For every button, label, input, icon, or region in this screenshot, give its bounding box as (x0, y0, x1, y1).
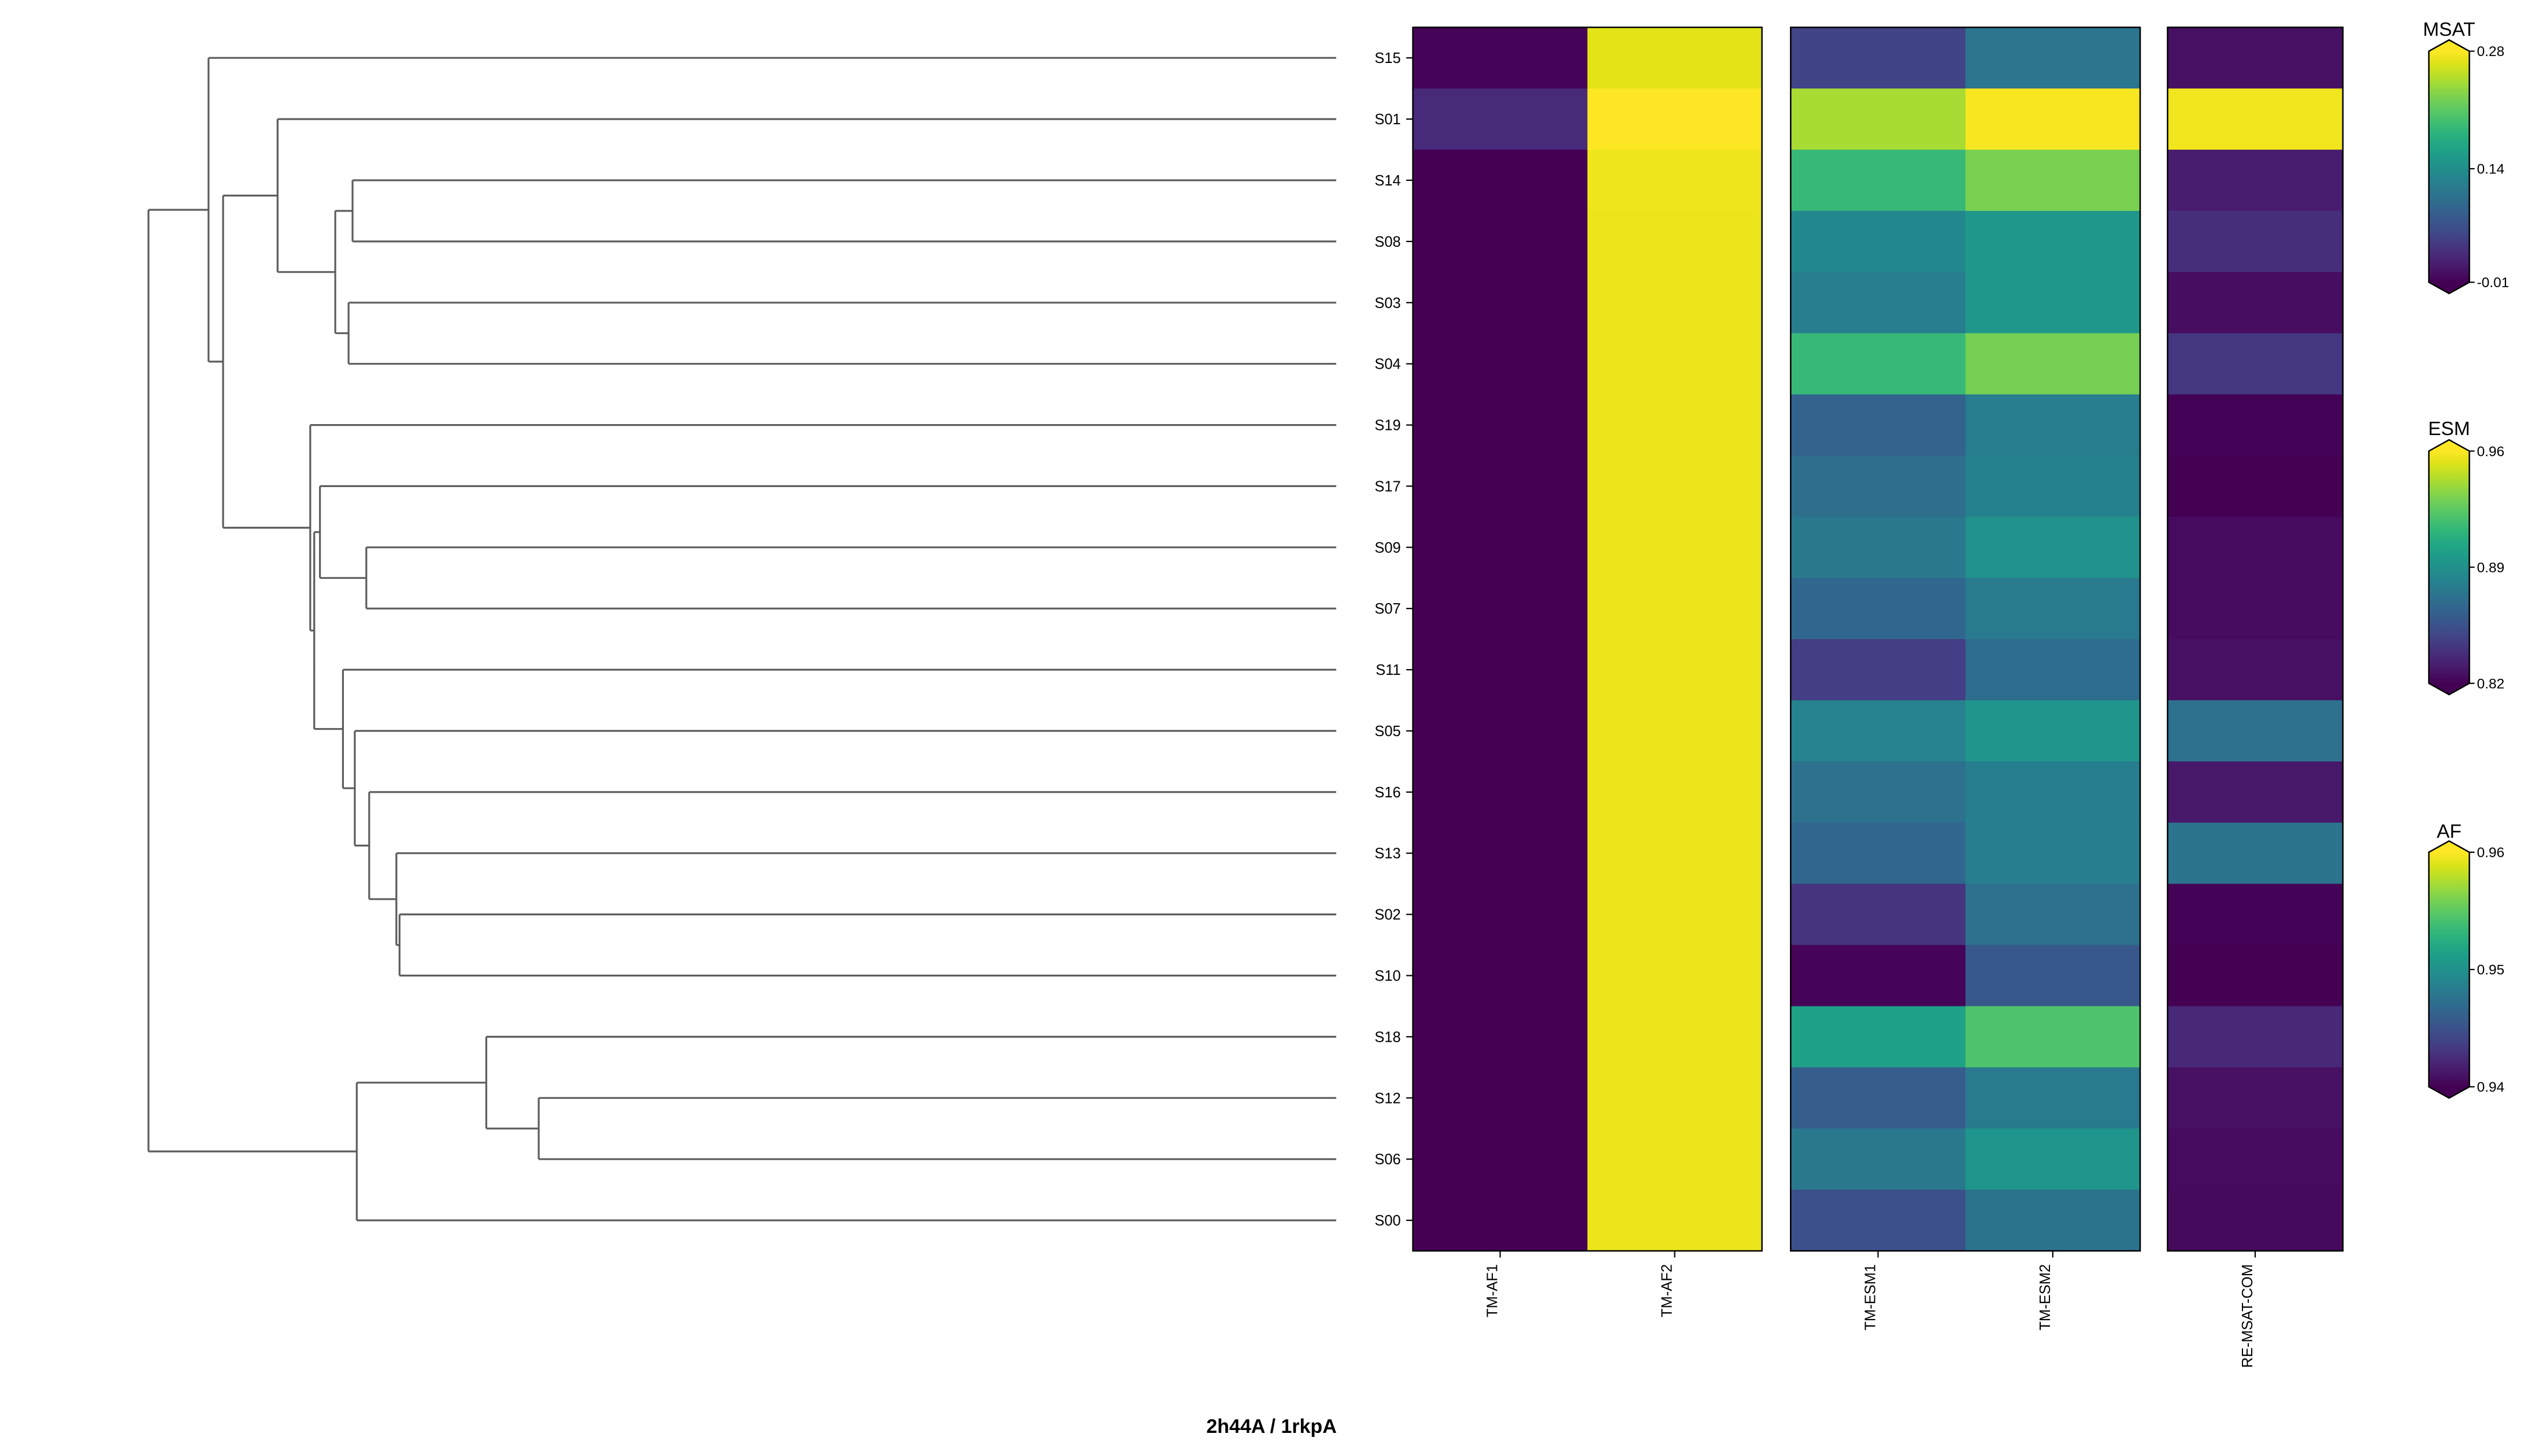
svg-text:0.96: 0.96 (2477, 444, 2505, 459)
svg-text:S10: S10 (1374, 968, 1400, 985)
svg-text:RE-MSAT-COM: RE-MSAT-COM (2240, 1264, 2256, 1368)
svg-text:S18: S18 (1374, 1029, 1400, 1045)
svg-text:AF: AF (2437, 821, 2462, 842)
svg-text:S11: S11 (1376, 662, 1400, 678)
svg-text:S05: S05 (1374, 723, 1400, 740)
svg-text:0.14: 0.14 (2477, 162, 2505, 177)
svg-text:S16: S16 (1374, 785, 1400, 801)
svg-text:S12: S12 (1374, 1090, 1400, 1106)
svg-text:S15: S15 (1374, 50, 1400, 66)
svg-text:S07: S07 (1374, 601, 1400, 617)
svg-text:S14: S14 (1374, 173, 1400, 189)
svg-text:TM-AF1: TM-AF1 (1485, 1264, 1501, 1317)
svg-text:S13: S13 (1374, 846, 1400, 862)
svg-text:S19: S19 (1374, 418, 1400, 434)
svg-text:ESM: ESM (2428, 418, 2470, 440)
svg-text:0.89: 0.89 (2477, 560, 2505, 575)
svg-text:S00: S00 (1374, 1213, 1400, 1229)
svg-text:-0.01: -0.01 (2477, 275, 2509, 291)
svg-text:S04: S04 (1374, 356, 1400, 373)
svg-text:0.28: 0.28 (2477, 44, 2505, 60)
svg-text:S09: S09 (1374, 540, 1400, 556)
svg-text:S01: S01 (1374, 112, 1400, 128)
svg-text:0.82: 0.82 (2477, 676, 2505, 692)
svg-text:2h44A / 1rkpA: 2h44A / 1rkpA (1206, 1416, 1337, 1438)
svg-text:S06: S06 (1374, 1152, 1400, 1168)
svg-text:S17: S17 (1374, 478, 1400, 495)
svg-text:S08: S08 (1374, 234, 1400, 250)
svg-text:S03: S03 (1374, 295, 1400, 311)
svg-text:0.94: 0.94 (2477, 1080, 2505, 1095)
svg-text:TM-ESM2: TM-ESM2 (2037, 1264, 2053, 1331)
svg-text:0.96: 0.96 (2477, 845, 2505, 861)
svg-text:0.95: 0.95 (2477, 963, 2505, 978)
svg-text:S02: S02 (1374, 907, 1400, 923)
svg-text:MSAT: MSAT (2423, 19, 2475, 40)
svg-text:TM-AF2: TM-AF2 (1659, 1264, 1675, 1317)
svg-text:TM-ESM1: TM-ESM1 (1863, 1264, 1879, 1331)
